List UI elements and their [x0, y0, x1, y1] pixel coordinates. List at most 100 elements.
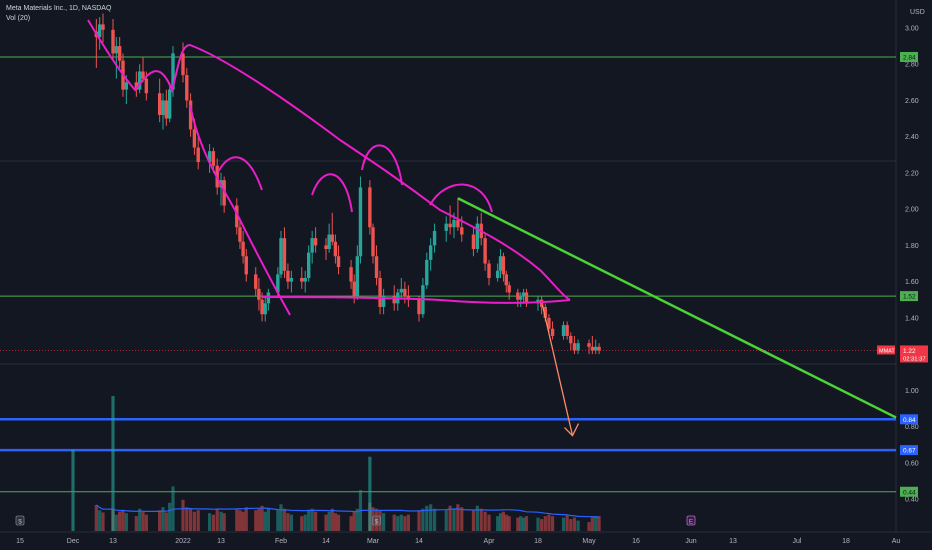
arc-2[interactable]: [311, 173, 353, 213]
candle-body: [97, 24, 102, 38]
volume-bar: [569, 519, 573, 531]
last-price-value: 1.22: [903, 348, 916, 355]
candle-body: [279, 238, 283, 275]
candle-body: [241, 241, 245, 257]
event-label: $: [18, 519, 22, 526]
candle-body: [561, 325, 566, 336]
level-price-badge[interactable]: [900, 486, 918, 497]
volume-bar: [487, 514, 491, 531]
time-axis[interactable]: 15 Dec 13 2022 13 Feb 14 Mar 14 Apr 18 May 16 Jun 13 Ju…: [16, 538, 900, 545]
candle-body: [134, 82, 139, 90]
volume-bar: [286, 513, 290, 531]
descending-trendline[interactable]: [457, 197, 897, 419]
head-shoulders-neckline-curve[interactable]: [87, 19, 571, 301]
support-neckline[interactable]: [261, 296, 571, 304]
level-price-label: 0.67: [903, 448, 916, 455]
price-tick-label: 1.40: [905, 315, 919, 322]
candle-body: [594, 346, 598, 351]
volume-bar: [118, 511, 122, 531]
volume-bar: [460, 507, 464, 531]
volume-indicator-label[interactable]: Vol (20): [6, 15, 31, 22]
level-price-badge[interactable]: [900, 445, 918, 456]
candle-body: [263, 303, 267, 315]
volume-bar: [421, 508, 425, 531]
volume-bar: [374, 508, 379, 531]
drawings[interactable]: [87, 19, 897, 437]
candle-body: [196, 147, 200, 163]
volume-bar: [378, 510, 382, 531]
candle-body: [282, 238, 287, 271]
candle-body: [101, 24, 105, 30]
arc-4[interactable]: [429, 183, 493, 213]
candle-body: [352, 281, 356, 297]
candle-body: [444, 223, 448, 231]
candle-body: [124, 82, 129, 90]
volume-bar: [111, 396, 115, 531]
volume-bar: [263, 511, 267, 531]
time-tick-label: Apr: [484, 538, 496, 545]
volume-bar: [368, 456, 372, 531]
volume-bar: [257, 508, 261, 531]
volume-bar: [114, 514, 118, 531]
candle-body: [403, 288, 407, 297]
candle-body: [192, 129, 197, 148]
price-axis[interactable]: USD 3.00 2.80 2.60 2.40 2.20 2.00 1.80 1.60 1.40 1…: [0, 9, 928, 504]
time-tick-label: 18: [534, 538, 542, 545]
level-price-badge[interactable]: [900, 51, 918, 62]
candle-body: [452, 220, 456, 228]
horizontal-levels[interactable]: [0, 56, 896, 493]
left-descent-curve[interactable]: [189, 104, 291, 316]
volume-bar: [432, 508, 437, 531]
projection-arrow-line[interactable]: [541, 305, 574, 436]
level-price-badge[interactable]: [900, 414, 918, 425]
volume-bar: [241, 511, 245, 531]
volume-ma-line: [95, 504, 600, 518]
event-label: $: [375, 519, 379, 526]
candle-body: [157, 93, 162, 115]
volume-bar: [587, 522, 591, 531]
volume-bar: [158, 510, 162, 531]
candle-body: [460, 227, 464, 235]
candle-body: [524, 292, 529, 304]
volume-bar: [504, 514, 508, 531]
candle-body: [235, 205, 239, 228]
volume-bar: [399, 514, 403, 531]
volume-bar: [303, 514, 307, 531]
candle-body: [471, 234, 476, 250]
level-price-badge[interactable]: [900, 291, 918, 302]
candle-body: [507, 285, 511, 293]
volume-bar: [498, 513, 503, 531]
volume-bar: [572, 517, 577, 531]
dividend-icon[interactable]: $: [15, 515, 25, 526]
volume-bar: [101, 512, 105, 531]
volume-bar: [471, 510, 476, 531]
last-price-badge[interactable]: [900, 345, 928, 363]
volume-bar: [456, 504, 460, 531]
candle-body: [141, 71, 145, 79]
candle-body: [238, 227, 242, 242]
volume-bar: [371, 507, 375, 531]
event-markers[interactable]: $ $ E: [15, 515, 696, 526]
candle-body: [188, 100, 193, 130]
volume-bar: [71, 450, 75, 531]
candle-body: [498, 256, 503, 271]
arc-1[interactable]: [217, 156, 263, 191]
arc-3[interactable]: [361, 144, 403, 186]
candle-body: [587, 343, 591, 347]
volume-bar: [392, 514, 396, 531]
countdown-label: 02:31:37: [903, 356, 926, 362]
volume-bar: [219, 511, 223, 531]
volume-bar: [260, 505, 264, 531]
earnings-icon[interactable]: E: [686, 515, 696, 526]
dividend-icon[interactable]: $: [372, 515, 381, 526]
candle-body: [504, 274, 508, 286]
time-tick-label: Au: [892, 538, 901, 545]
candle-body: [327, 234, 331, 250]
symbol-title[interactable]: Meta Materials Inc., 1D, NASDAQ: [6, 5, 112, 12]
volume-bar: [244, 507, 248, 531]
price-tick-label: 3.00: [905, 26, 919, 33]
projection-arrow-head[interactable]: [564, 423, 580, 437]
candle-body: [417, 299, 421, 315]
